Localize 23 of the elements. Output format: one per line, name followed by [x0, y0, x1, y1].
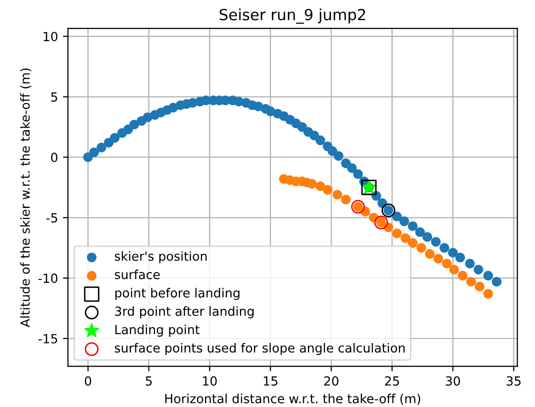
legend-label: surface — [114, 270, 160, 280]
y-tick-label: -15 — [38, 334, 58, 344]
x-axis-title: Horizontal distance w.r.t. the take-off (m) — [165, 394, 420, 405]
legend-label: 3rd point after landing — [115, 306, 254, 318]
legend-label: surface points used for slope angle calculation — [114, 342, 405, 356]
y-tick-label: 10 — [44, 32, 58, 42]
x-tick-label: 35 — [506, 376, 521, 386]
chart-title: Seiser run_9 jump2 — [220, 8, 366, 24]
x-tick-label: 0 — [84, 376, 92, 386]
x-tick-label: 10 — [203, 376, 217, 386]
legend-label: Landing point — [115, 324, 200, 337]
y-tick-label: 5 — [51, 92, 58, 102]
x-tick-label: 25 — [385, 376, 399, 386]
x-tick-label: 15 — [264, 376, 278, 386]
y-axis-title: Altitude of the skier w.r.t. the take-off (m) — [20, 68, 32, 328]
y-tick-label: -5 — [46, 213, 58, 223]
legend-label: point before landing — [115, 288, 240, 300]
y-tick-label: 0 — [51, 152, 58, 162]
y-tick-label: -10 — [38, 274, 58, 283]
x-tick-label: 5 — [146, 376, 152, 386]
x-tick-label: 20 — [324, 376, 338, 386]
x-tick-label: 30 — [446, 376, 460, 386]
legend-label: skier's position — [114, 251, 207, 264]
